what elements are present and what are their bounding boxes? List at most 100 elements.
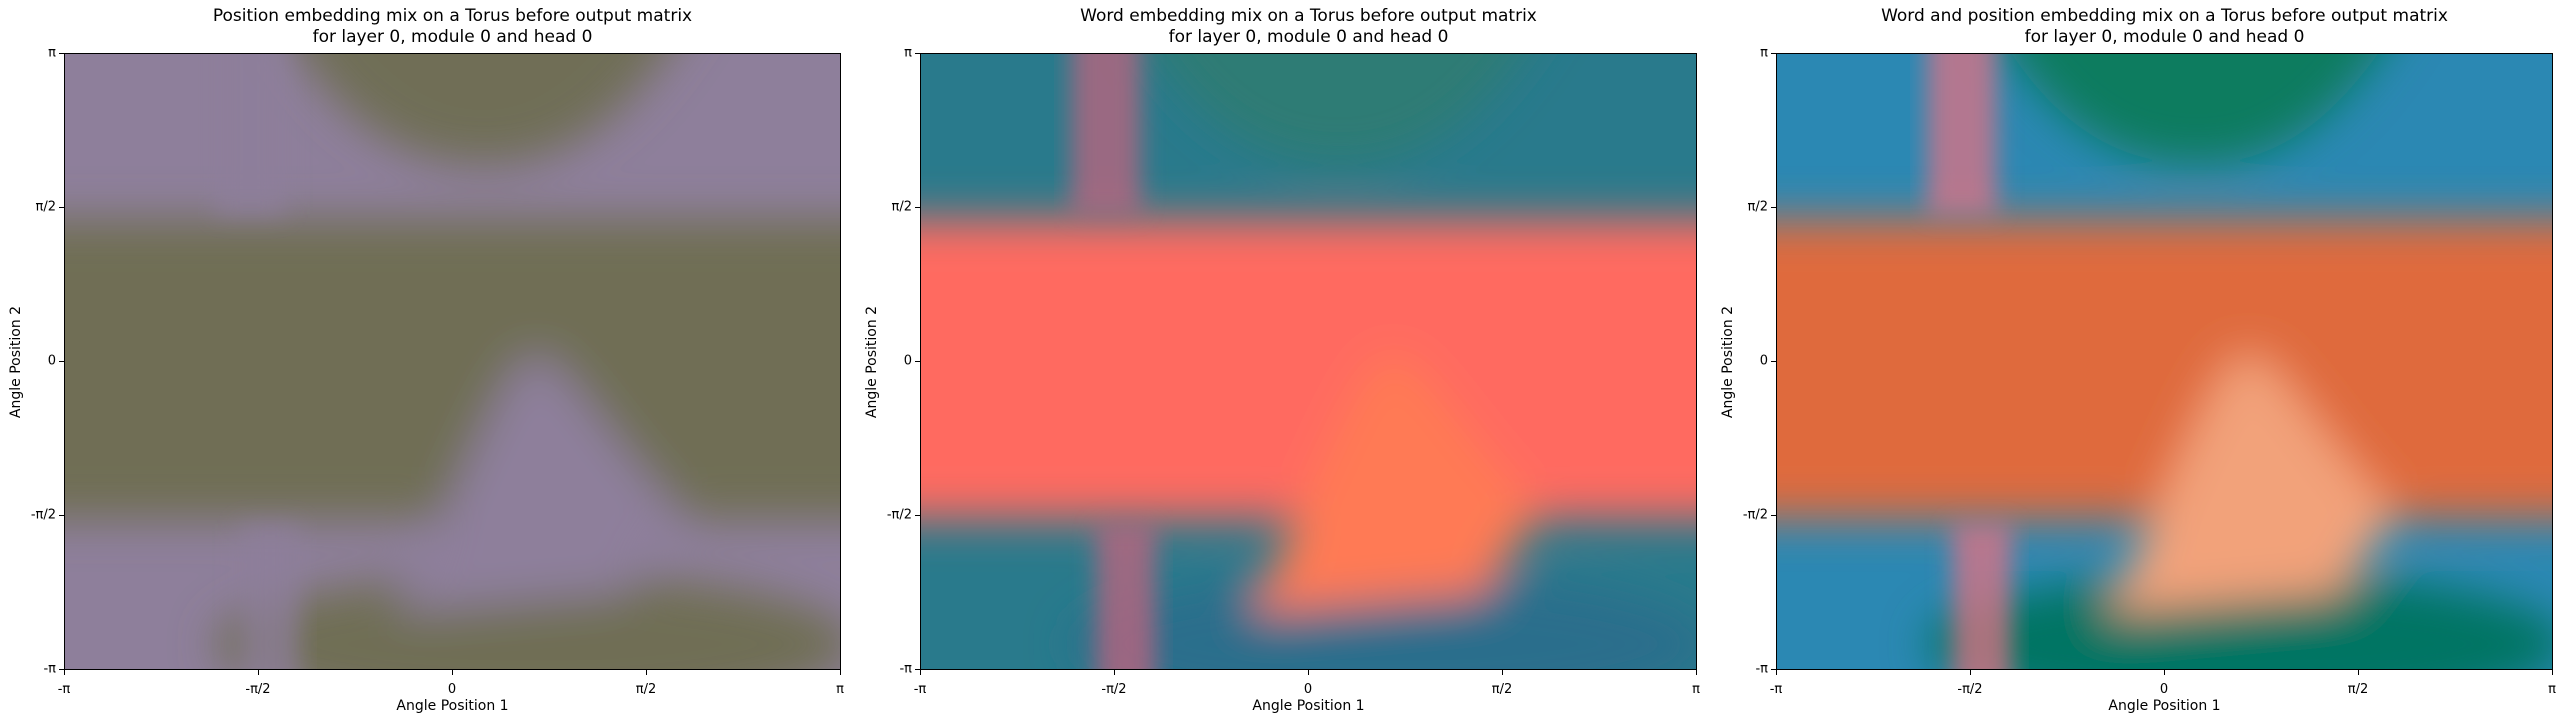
y-axis-label: Angle Position 2 xyxy=(1720,305,1736,418)
x-tick-mark xyxy=(1502,670,1503,675)
chart-title: Word and position embedding mix on a Tor… xyxy=(1776,6,2553,48)
heatmap-left-stripe xyxy=(1071,54,1141,214)
x-tick-label: -π/2 xyxy=(1101,682,1127,697)
y-tick-label: -π xyxy=(43,661,56,677)
title-line-1: Position embedding mix on a Torus before… xyxy=(212,6,693,26)
x-axis-label: Angle Position 1 xyxy=(1252,698,1365,714)
x-tick-mark xyxy=(840,670,841,675)
y-tick-mark xyxy=(59,515,64,516)
y-tick-mark xyxy=(915,207,920,208)
x-tick-mark xyxy=(920,670,921,675)
x-tick-label: -π xyxy=(913,682,927,697)
heatmap-plot-area xyxy=(64,53,841,670)
x-tick-mark xyxy=(1970,670,1971,675)
heatmap-upper-region xyxy=(2011,54,2378,164)
title-line-2: for layer 0, module 0 and head 0 xyxy=(312,27,593,47)
x-tick-mark xyxy=(64,670,65,675)
x-tick-mark xyxy=(2164,670,2165,675)
heatmap-peak xyxy=(395,354,685,614)
x-tick-label: π xyxy=(2548,682,2556,697)
title-line-2: for layer 0, module 0 and head 0 xyxy=(1168,27,1449,47)
x-tick-label: -π xyxy=(1769,682,1783,697)
heatmap-left-stripe xyxy=(1927,54,1997,214)
chart-title: Position embedding mix on a Torus before… xyxy=(64,6,841,48)
heatmap-peak xyxy=(2107,354,2397,614)
y-tick-label: -π xyxy=(1755,661,1768,677)
x-tick-label: π xyxy=(836,682,844,697)
y-tick-mark xyxy=(1771,515,1776,516)
x-tick-label: π/2 xyxy=(1491,682,1513,697)
y-tick-label: -π xyxy=(899,661,912,677)
y-tick-label: π xyxy=(904,45,912,61)
x-tick-mark xyxy=(1776,670,1777,675)
x-tick-mark xyxy=(646,670,647,675)
title-line-1: Word embedding mix on a Torus before out… xyxy=(1080,6,1537,26)
x-tick-mark xyxy=(1114,670,1115,675)
y-tick-label: π xyxy=(48,45,56,61)
x-tick-mark xyxy=(452,670,453,675)
heatmap-left-stripe-lower xyxy=(1096,524,1156,669)
y-tick-label: π/2 xyxy=(35,199,56,215)
x-tick-label: 0 xyxy=(1303,682,1313,697)
y-tick-mark xyxy=(915,53,920,54)
x-tick-mark xyxy=(1696,670,1697,675)
x-tick-label: 0 xyxy=(447,682,457,697)
y-axis-label: Angle Position 2 xyxy=(8,305,24,418)
x-tick-mark xyxy=(2552,670,2553,675)
y-tick-mark xyxy=(1771,207,1776,208)
heatmap-upper-region xyxy=(299,54,666,164)
heatmap-svg xyxy=(1777,54,2552,669)
y-tick-mark xyxy=(1771,669,1776,670)
y-tick-label: -π/2 xyxy=(1742,507,1768,523)
x-tick-label: 0 xyxy=(2159,682,2169,697)
y-tick-label: 0 xyxy=(1759,353,1768,369)
y-tick-mark xyxy=(59,669,64,670)
heatmap-panel-3: Word and position embedding mix on a Tor… xyxy=(1712,0,2556,722)
heatmap-plot-area xyxy=(1776,53,2553,670)
x-tick-label: -π xyxy=(57,682,71,697)
heatmap-upper-region xyxy=(1155,54,1522,164)
title-line-1: Word and position embedding mix on a Tor… xyxy=(1881,6,2448,26)
x-tick-label: π xyxy=(1692,682,1700,697)
y-tick-mark xyxy=(1771,53,1776,54)
y-tick-mark xyxy=(59,207,64,208)
y-tick-mark xyxy=(1771,361,1776,362)
y-tick-mark xyxy=(915,515,920,516)
x-tick-label: -π/2 xyxy=(1957,682,1983,697)
y-tick-label: π xyxy=(1760,45,1768,61)
heatmap-band xyxy=(921,219,1696,519)
heatmap-svg xyxy=(65,54,840,669)
heatmap-peak xyxy=(1251,354,1541,614)
y-tick-label: π/2 xyxy=(1747,199,1768,215)
heatmap-plot-area xyxy=(920,53,1697,670)
heatmap-lower-region xyxy=(1927,574,2552,669)
heatmap-panel-1: Position embedding mix on a Torus before… xyxy=(0,0,844,722)
x-axis-label: Angle Position 1 xyxy=(396,698,509,714)
heatmap-left-stripe-lower xyxy=(240,524,300,669)
heatmap-lower-region xyxy=(215,574,840,669)
heatmap-left-stripe-lower xyxy=(1952,524,2012,669)
x-tick-mark xyxy=(2358,670,2359,675)
x-axis-label: Angle Position 1 xyxy=(2108,698,2221,714)
heatmap-lower-region xyxy=(1071,574,1696,669)
heatmap-band xyxy=(1777,219,2552,519)
y-tick-mark xyxy=(915,669,920,670)
heatmap-panel-2: Word embedding mix on a Torus before out… xyxy=(856,0,1700,722)
heatmap-band xyxy=(65,219,840,519)
chart-title: Word embedding mix on a Torus before out… xyxy=(920,6,1697,48)
heatmap-svg xyxy=(921,54,1696,669)
x-tick-mark xyxy=(1308,670,1309,675)
x-tick-mark xyxy=(258,670,259,675)
y-tick-label: 0 xyxy=(47,353,56,369)
y-tick-label: -π/2 xyxy=(886,507,912,523)
y-tick-mark xyxy=(915,361,920,362)
title-line-2: for layer 0, module 0 and head 0 xyxy=(2024,27,2305,47)
x-tick-label: -π/2 xyxy=(245,682,271,697)
y-tick-label: -π/2 xyxy=(30,507,56,523)
y-tick-label: 0 xyxy=(903,353,912,369)
y-axis-label: Angle Position 2 xyxy=(864,305,880,418)
y-tick-mark xyxy=(59,361,64,362)
heatmap-left-stripe xyxy=(215,54,285,214)
x-tick-label: π/2 xyxy=(635,682,657,697)
x-tick-label: π/2 xyxy=(2347,682,2369,697)
